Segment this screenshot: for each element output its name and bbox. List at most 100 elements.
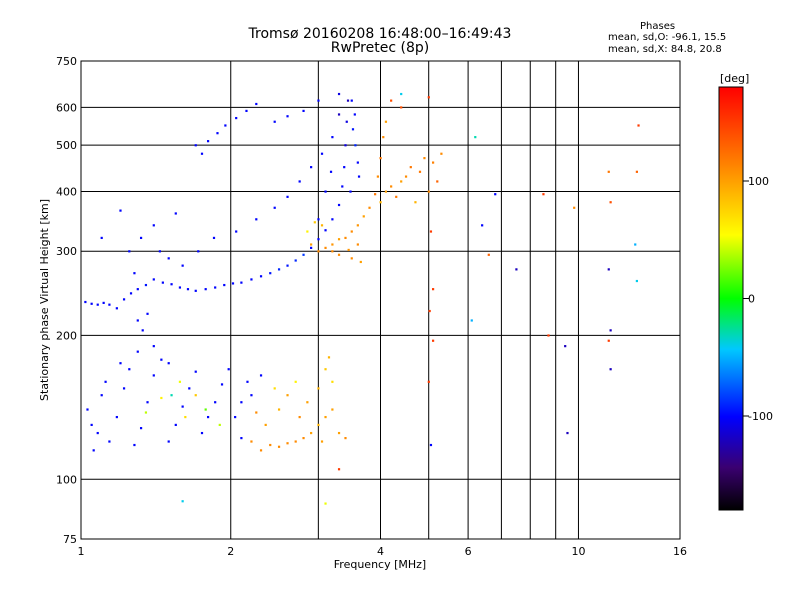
data-point [331,218,334,221]
y-tick-label: 300 [56,245,77,258]
data-point [310,246,313,249]
data-point [152,345,155,348]
data-point [84,300,87,304]
data-point [337,468,341,471]
data-point [146,312,149,315]
x-tick-label: 2 [227,545,234,558]
data-point [302,109,305,113]
data-point [204,408,207,411]
data-point [216,132,219,135]
y-tick-label: 600 [56,101,77,114]
x-tick-label: 16 [673,545,687,558]
data-point [128,250,131,253]
data-point [400,180,403,183]
data-point [515,268,518,271]
data-point [119,209,122,212]
data-point [86,408,89,411]
data-point [218,423,221,427]
data-point [246,380,249,383]
data-point [139,427,143,430]
data-point [382,136,385,139]
data-point [133,443,136,447]
data-point [129,292,133,295]
data-point [440,152,443,155]
data-point [269,272,272,275]
data-point [184,415,187,419]
data-point [343,166,346,169]
data-point [324,190,327,193]
data-point [306,230,309,233]
data-point [136,288,139,291]
data-point [119,362,122,365]
data-point [374,193,377,196]
data-point [240,281,243,284]
data-point [286,115,289,118]
data-point [395,195,398,198]
data-point [235,116,238,120]
data-point [324,368,327,371]
y-tick-label: 400 [56,185,77,198]
data-point [220,383,224,386]
data-point [194,144,197,147]
data-point [428,309,431,313]
x-axis-label: Frequency [MHz] [334,558,426,571]
y-tick-label: 100 [56,473,77,486]
data-point [317,423,320,427]
data-point [273,120,276,123]
data-point [302,253,305,256]
data-point [90,423,93,427]
data-point [136,350,139,353]
data-point [144,411,148,414]
y-axis-ticks: 75 100 200 300 400 500 600 750 [56,55,77,546]
data-point [250,278,253,281]
data-point [310,166,313,169]
data-point [115,415,118,419]
data-point [115,307,118,310]
data-point [400,92,403,96]
data-point [122,298,126,301]
data-point [298,415,301,419]
data-point [379,157,382,160]
data-point [277,268,281,271]
data-point [409,166,412,169]
data-point [346,99,350,102]
data-point [178,286,182,289]
data-point [90,302,93,305]
data-point [354,144,357,147]
data-point [350,99,353,102]
data-point [331,136,334,139]
data-point [609,201,612,204]
data-point [194,394,197,397]
data-point [573,206,576,209]
data-point [152,278,155,281]
data-point [349,190,352,193]
y-axis-label: Stationary phase Virtual Height [km] [38,199,51,401]
data-point [436,180,439,183]
plot-frame [80,60,681,540]
data-point [474,136,477,139]
data-point [100,236,103,240]
data-point [331,250,334,253]
data-point [390,185,393,188]
data-point [96,431,99,435]
data-point [566,431,569,435]
data-point [429,230,433,233]
data-point [100,394,103,397]
data-point [245,109,248,113]
data-point [329,170,333,173]
data-point [356,161,359,164]
data-point [353,113,356,116]
data-point [542,193,545,196]
data-point [186,288,190,291]
data-point [294,259,297,262]
data-point [178,380,182,383]
data-point [234,415,237,419]
stats-o-mode: mean, sd,O: -96.1, 15.5 [608,32,727,43]
data-point [174,423,177,427]
data-point [206,140,210,143]
data-point [344,144,347,147]
data-point [341,185,344,188]
data-point [470,319,473,322]
data-point [200,431,204,435]
